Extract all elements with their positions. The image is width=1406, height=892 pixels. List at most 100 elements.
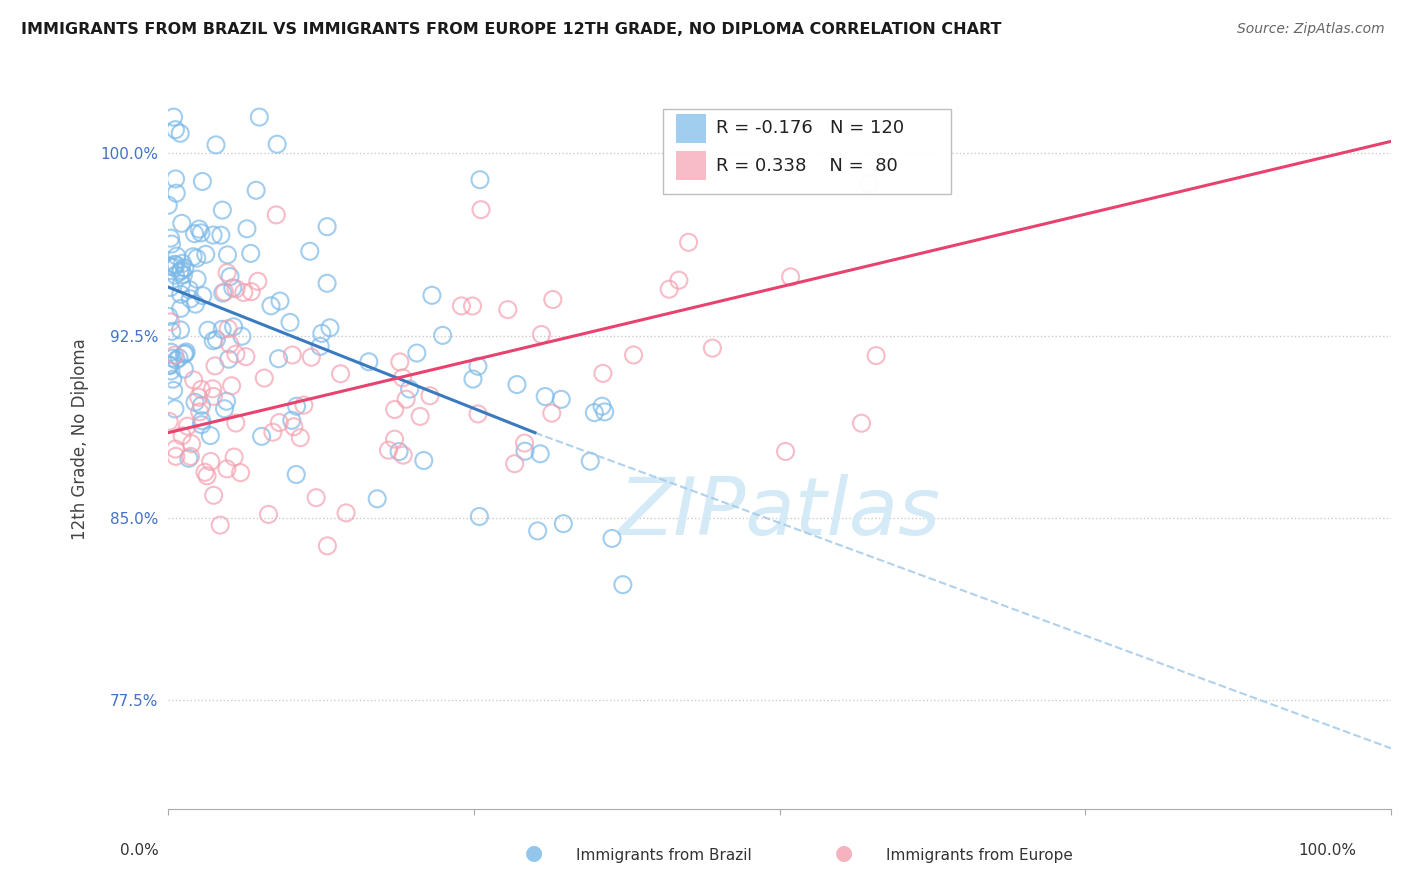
Text: ●: ● (835, 844, 852, 863)
Point (169, 265, 191, 279)
Point (197, 323, 219, 337)
Point (157, 414, 180, 428)
Point (231, 329, 253, 343)
Point (165, 172, 187, 186)
Point (470, 202, 492, 217)
Point (159, 231, 181, 245)
Point (229, 466, 252, 480)
Point (157, 359, 180, 373)
Point (172, 268, 194, 282)
Point (191, 174, 214, 188)
Point (205, 333, 228, 347)
Point (278, 315, 301, 329)
Point (461, 299, 484, 313)
Point (384, 402, 406, 417)
Point (530, 327, 553, 342)
Point (412, 453, 434, 467)
Point (191, 288, 214, 302)
Point (269, 294, 291, 309)
Point (174, 346, 197, 360)
Point (579, 454, 602, 468)
Point (281, 348, 304, 362)
Point (702, 341, 724, 355)
Point (384, 432, 406, 446)
Point (165, 442, 187, 456)
Point (177, 451, 200, 466)
Point (366, 491, 388, 506)
Point (285, 467, 308, 482)
Point (179, 283, 201, 297)
Point (526, 524, 548, 538)
Point (173, 347, 195, 361)
Point (851, 416, 873, 430)
Point (395, 392, 418, 407)
Point (184, 297, 207, 311)
Point (160, 324, 183, 338)
Point (285, 399, 308, 413)
Point (316, 277, 339, 291)
Point (190, 226, 212, 240)
Point (506, 377, 529, 392)
Point (162, 110, 184, 124)
Point (170, 429, 193, 443)
Point (225, 282, 247, 296)
Point (195, 468, 218, 483)
Point (858, 177, 880, 191)
Point (165, 122, 187, 136)
Point (163, 260, 186, 275)
Point (257, 508, 280, 522)
Y-axis label: 12th Grade, No Diploma: 12th Grade, No Diploma (72, 338, 89, 540)
Point (170, 263, 193, 277)
Point (190, 383, 212, 397)
Point (299, 351, 322, 365)
Point (329, 367, 352, 381)
Point (160, 237, 183, 252)
Point (159, 260, 181, 274)
Point (316, 219, 339, 234)
Point (183, 373, 205, 387)
Text: R = 0.338    N =  80: R = 0.338 N = 80 (716, 156, 897, 175)
Point (209, 518, 232, 533)
Point (202, 488, 225, 502)
Point (162, 372, 184, 386)
Point (222, 319, 245, 334)
Point (623, 348, 645, 362)
Point (592, 367, 614, 381)
Point (247, 110, 270, 124)
Point (162, 351, 184, 366)
Point (163, 257, 186, 271)
Point (450, 299, 472, 313)
Point (260, 299, 283, 313)
Point (865, 349, 887, 363)
Point (179, 292, 201, 306)
Point (211, 203, 233, 218)
Point (405, 346, 427, 360)
Point (188, 222, 211, 236)
Point (172, 256, 194, 270)
Point (232, 285, 254, 300)
Point (432, 328, 454, 343)
Text: Source: ZipAtlas.com: Source: ZipAtlas.com (1237, 22, 1385, 37)
Point (179, 450, 201, 464)
Point (165, 450, 187, 464)
Point (398, 382, 420, 396)
Point (267, 351, 290, 366)
Point (204, 359, 226, 373)
Point (391, 371, 413, 385)
Point (222, 281, 245, 295)
Point (184, 395, 207, 409)
Point (298, 244, 321, 259)
Point (540, 406, 562, 420)
Point (163, 401, 186, 416)
Point (186, 272, 208, 286)
Point (200, 428, 222, 442)
Point (218, 352, 240, 367)
Point (165, 353, 187, 368)
Point (200, 454, 222, 468)
Point (159, 315, 181, 329)
Point (221, 378, 243, 392)
Point (165, 258, 187, 272)
Point (187, 390, 209, 404)
Point (678, 235, 700, 250)
Point (236, 221, 259, 235)
